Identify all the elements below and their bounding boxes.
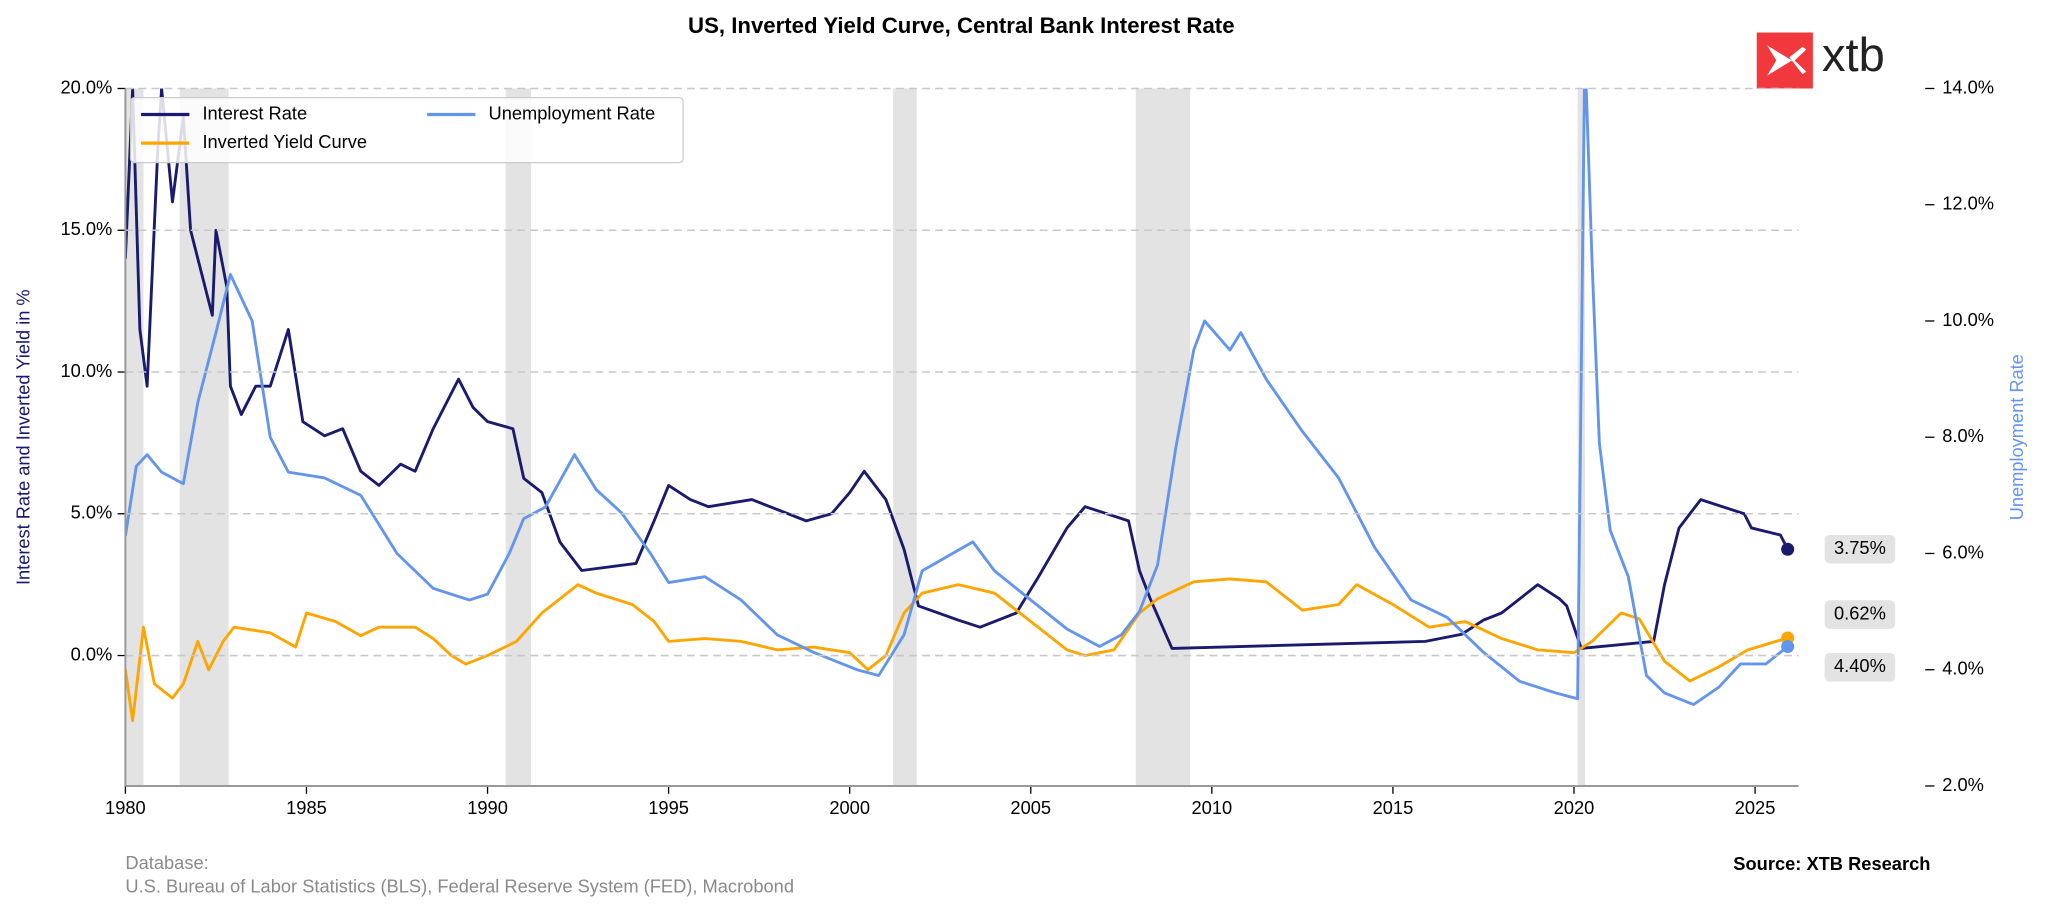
x-tick-label: 2025 <box>1735 797 1776 818</box>
end-label-box <box>1824 600 1896 629</box>
legend: Interest Rate Inverted Yield Curve Unemplo… <box>129 96 684 164</box>
x-tick-label: 1990 <box>467 797 508 818</box>
series-line <box>125 577 1789 723</box>
end-marker <box>1781 639 1795 653</box>
legend-label: Unemployment Rate <box>488 102 655 123</box>
logo-text: xtb <box>1822 29 1885 81</box>
x-tick-label: 2005 <box>1010 797 1051 818</box>
x-tick-label: 1980 <box>105 797 146 818</box>
chart-title: US, Inverted Yield Curve, Central Bank I… <box>688 13 1234 38</box>
y-tick-label: 0.0% <box>71 643 113 664</box>
recession-band <box>893 88 917 786</box>
end-label: 0.62% <box>1834 602 1886 623</box>
series-line <box>125 88 1789 650</box>
y2-tick-label: 4.0% <box>1942 658 1984 679</box>
end-label-box <box>1824 652 1896 682</box>
y2-tick-label: 14.0% <box>1942 76 1994 97</box>
y2-tick-label: 2.0% <box>1942 774 1984 795</box>
end-label-box <box>1824 534 1896 564</box>
y2-axis-label: Unemployment Rate <box>2006 354 2027 520</box>
y-tick-label: 15.0% <box>60 218 112 239</box>
source: Source: XTB Research <box>1733 853 1930 874</box>
plot-area <box>125 88 1789 786</box>
recession-band <box>505 88 531 786</box>
x-tick-label: 2015 <box>1373 797 1414 818</box>
series-line <box>125 88 1789 707</box>
logo: xtb <box>1756 29 1885 89</box>
footer-title: Database: <box>125 852 208 873</box>
end-marker <box>1781 542 1795 556</box>
y2-tick-label: 10.0% <box>1942 309 1994 330</box>
logo-icon <box>1767 45 1807 76</box>
y-tick-label: 10.0% <box>60 360 112 381</box>
legend-label: Interest Rate <box>202 102 307 123</box>
x-tick-label: 2010 <box>1192 797 1233 818</box>
y-tick-label: 20.0% <box>60 76 112 97</box>
y-tick-label: 5.0% <box>71 502 113 523</box>
x-tick-label: 2020 <box>1554 797 1595 818</box>
legend-box <box>129 96 684 164</box>
end-label: 4.40% <box>1834 655 1886 676</box>
x-tick-label: 2000 <box>829 797 870 818</box>
x-tick-label: 1995 <box>648 797 689 818</box>
recession-band <box>1135 88 1191 786</box>
y2-tick-label: 8.0% <box>1942 425 1984 446</box>
end-label: 3.75% <box>1834 537 1886 558</box>
legend-label: Inverted Yield Curve <box>202 131 367 152</box>
footer-sources: U.S. Bureau of Labor Statistics (BLS), F… <box>125 875 794 896</box>
x-tick-label: 1985 <box>286 797 327 818</box>
y2-tick-label: 12.0% <box>1942 193 1994 214</box>
y-axis-label: Interest Rate and Inverted Yield in % <box>13 289 34 585</box>
y2-tick-label: 6.0% <box>1942 541 1984 562</box>
